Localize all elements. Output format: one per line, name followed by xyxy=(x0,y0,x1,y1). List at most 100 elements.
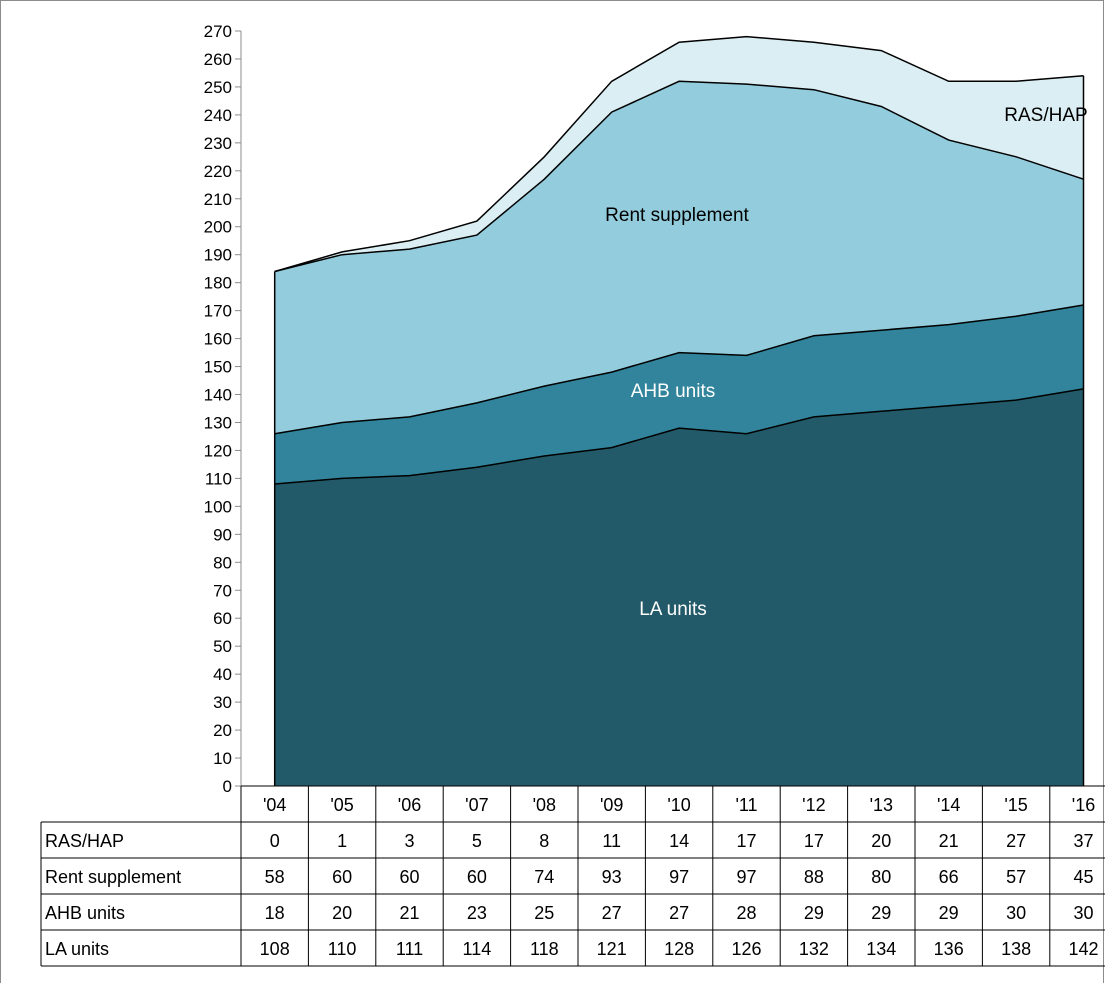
area-edge-ahb-units xyxy=(274,304,1084,435)
y-tick-label: 0 xyxy=(223,777,232,796)
x-tick-label: '07 xyxy=(465,795,488,815)
data-label: 27 xyxy=(1006,831,1026,851)
data-label: 128 xyxy=(664,939,694,959)
data-label: 20 xyxy=(871,831,891,851)
data-label: 1 xyxy=(337,831,347,851)
data-label: 66 xyxy=(939,867,959,887)
y-tick-label: 30 xyxy=(213,693,232,712)
data-label: 11 xyxy=(602,831,621,851)
data-label: 27 xyxy=(602,903,622,923)
x-tick-label: '09 xyxy=(600,795,623,815)
y-tick-label: 250 xyxy=(204,78,232,97)
data-label: 30 xyxy=(1073,903,1093,923)
x-tick-label: '16 xyxy=(1072,795,1095,815)
y-tick-label: 140 xyxy=(204,386,232,405)
y-tick-label: 70 xyxy=(213,581,232,600)
y-tick-label: 10 xyxy=(213,749,232,768)
y-tick-label: 100 xyxy=(204,497,232,516)
data-label: 60 xyxy=(399,867,419,887)
data-label: 37 xyxy=(1073,831,1093,851)
x-tick-label: '14 xyxy=(937,795,960,815)
data-label: 132 xyxy=(799,939,829,959)
data-label: 121 xyxy=(597,939,627,959)
y-tick-label: 180 xyxy=(204,274,232,293)
data-label: 0 xyxy=(270,831,280,851)
data-label: 20 xyxy=(332,903,352,923)
table-row-label: AHB units xyxy=(45,903,125,923)
y-axis: 0 10 20 30 40 50 60 70 80 90 100 110 120 130 140 150 160… xyxy=(204,22,242,796)
y-tick-label: 20 xyxy=(213,721,232,740)
y-tick-label: 130 xyxy=(204,413,232,432)
x-tick-label: '05 xyxy=(330,795,353,815)
area-edge-ras-hap xyxy=(274,35,1084,273)
series-label-la-units: LA units xyxy=(639,599,707,620)
data-label: 5 xyxy=(472,831,482,851)
y-tick-label: 160 xyxy=(204,330,232,349)
data-label: 60 xyxy=(332,867,352,887)
data-label: 57 xyxy=(1006,867,1026,887)
x-tick-label: '11 xyxy=(735,795,757,815)
data-label: 111 xyxy=(396,939,423,959)
data-label: 118 xyxy=(530,939,559,959)
data-label: 21 xyxy=(399,903,419,923)
data-label: 29 xyxy=(939,903,959,923)
x-tick-label: '10 xyxy=(667,795,690,815)
series-label-rent-supplement: Rent supplement xyxy=(605,205,749,226)
x-tick-label: '13 xyxy=(870,795,893,815)
area-ahb-units xyxy=(274,305,1084,484)
data-label: 28 xyxy=(736,903,756,923)
y-tick-label: 60 xyxy=(213,609,232,628)
data-label: 88 xyxy=(804,867,824,887)
y-tick-label: 50 xyxy=(213,637,232,656)
x-tick-label: '04 xyxy=(263,795,286,815)
table-row-label: Rent supplement xyxy=(45,867,181,887)
y-tick-label: 110 xyxy=(205,469,232,488)
data-label: 21 xyxy=(939,831,959,851)
y-tick-label: 40 xyxy=(213,665,232,684)
data-label: 136 xyxy=(934,939,964,959)
area-ras-hap xyxy=(274,36,1084,272)
data-label: 45 xyxy=(1073,867,1093,887)
y-tick-label: 230 xyxy=(204,134,232,153)
data-label: 108 xyxy=(260,939,290,959)
data-label: 80 xyxy=(871,867,891,887)
y-tick-label: 200 xyxy=(204,218,232,237)
x-tick-label: '08 xyxy=(533,795,556,815)
series-label-ras-hap: RAS/HAP xyxy=(1004,105,1087,126)
data-label: 29 xyxy=(871,903,891,923)
table-row-label: LA units xyxy=(45,939,109,959)
data-label: 18 xyxy=(265,903,285,923)
area-series-group xyxy=(273,35,1085,786)
y-tick-label: 270 xyxy=(204,22,232,41)
y-tick-label: 240 xyxy=(204,106,232,125)
area-edge-rent-supplement xyxy=(274,80,1084,273)
data-label: 138 xyxy=(1001,939,1031,959)
data-label: 97 xyxy=(736,867,756,887)
area-labels: LA units AHB units Rent supplement RAS/HAP xyxy=(605,105,1088,620)
area-rent-supplement xyxy=(274,81,1084,434)
area-edge-la-units xyxy=(274,388,1084,485)
y-tick-label: 220 xyxy=(204,162,232,181)
y-tick-label: 190 xyxy=(204,246,232,265)
data-label: 114 xyxy=(463,939,492,959)
data-label: 8 xyxy=(539,831,549,851)
y-tick-label: 80 xyxy=(213,553,232,572)
data-label: 134 xyxy=(866,939,896,959)
data-table: '04 '05 '06 '07 '08 '09 '10 '11 '12 '13 '14 '15 '16 R… xyxy=(40,785,1106,967)
data-label: 17 xyxy=(736,831,756,851)
x-tick-label: '15 xyxy=(1004,795,1027,815)
area-la-units xyxy=(274,388,1084,786)
data-label: 93 xyxy=(602,867,622,887)
y-tick-label: 170 xyxy=(204,302,232,321)
data-label: 142 xyxy=(1068,939,1098,959)
data-label: 25 xyxy=(534,903,554,923)
data-label: 23 xyxy=(467,903,487,923)
data-label: 30 xyxy=(1006,903,1026,923)
y-tick-label: 150 xyxy=(204,358,232,377)
data-label: 3 xyxy=(404,831,414,851)
data-label: 74 xyxy=(534,867,554,887)
x-tick-label: '06 xyxy=(398,795,421,815)
y-tick-label: 260 xyxy=(204,50,232,69)
